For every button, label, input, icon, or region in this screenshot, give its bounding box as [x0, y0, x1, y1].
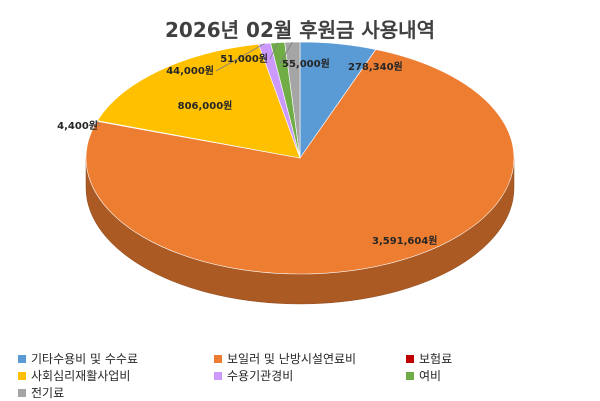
legend-swatch	[18, 371, 26, 380]
chart-title: 2026년 02월 후원금 사용내역	[165, 18, 435, 42]
leader-line-5	[215, 43, 265, 72]
legend-item-2: 보일러 및 난방시설연료비	[214, 350, 356, 367]
data-label-3: 4,400원	[57, 119, 98, 132]
legend-label: 사회심리재활사업비	[31, 369, 131, 383]
legend-label: 전기료	[31, 386, 65, 400]
data-label-2: 3,591,604원	[372, 234, 438, 247]
legend-label: 기타수용비 및 수수료	[31, 352, 138, 366]
legend-swatch	[214, 354, 222, 363]
legend-item-3: 보험료	[406, 350, 452, 367]
data-label-5: 44,000원	[166, 64, 214, 77]
data-label-7: 55,000원	[282, 57, 330, 70]
data-label-6: 51,000원	[220, 52, 268, 65]
pie-slice-7	[284, 41, 301, 159]
legend-label: 보일러 및 난방시설연료비	[227, 352, 357, 366]
data-label-1: 278,340원	[348, 60, 403, 73]
data-labels: 278,340원 3,591,604원 4,400원 806,000원 44,000원 5…	[57, 41, 438, 247]
legend-item-1: 기타수용비 및 수수료	[18, 350, 138, 367]
data-label-4: 806,000원	[178, 99, 233, 112]
legend-label: 여비	[419, 369, 442, 383]
leader-line-7	[279, 41, 293, 65]
legend-label: 수용기관경비	[227, 369, 294, 383]
legend-swatch	[214, 371, 222, 380]
legend-item-5: 수용기관경비	[214, 367, 293, 384]
pie-slice-2	[85, 49, 515, 275]
leader-line-6	[269, 42, 278, 60]
legend-swatch	[18, 354, 26, 363]
legend-label: 보험료	[419, 352, 453, 366]
legend-swatch	[406, 354, 414, 363]
legend-swatch	[18, 388, 26, 397]
legend-item-7: 전기료	[18, 384, 64, 401]
legend-item-6: 여비	[406, 367, 441, 384]
pie-top-group	[85, 41, 515, 275]
legend-swatch	[406, 371, 414, 380]
leader-line-3	[96, 120, 101, 127]
pie-slice-4	[96, 43, 301, 159]
pie-chart: 278,340원 3,591,604원 4,400원 806,000원 44,000원 5…	[57, 41, 515, 305]
legend-item-4: 사회심리재활사업비	[18, 367, 130, 384]
